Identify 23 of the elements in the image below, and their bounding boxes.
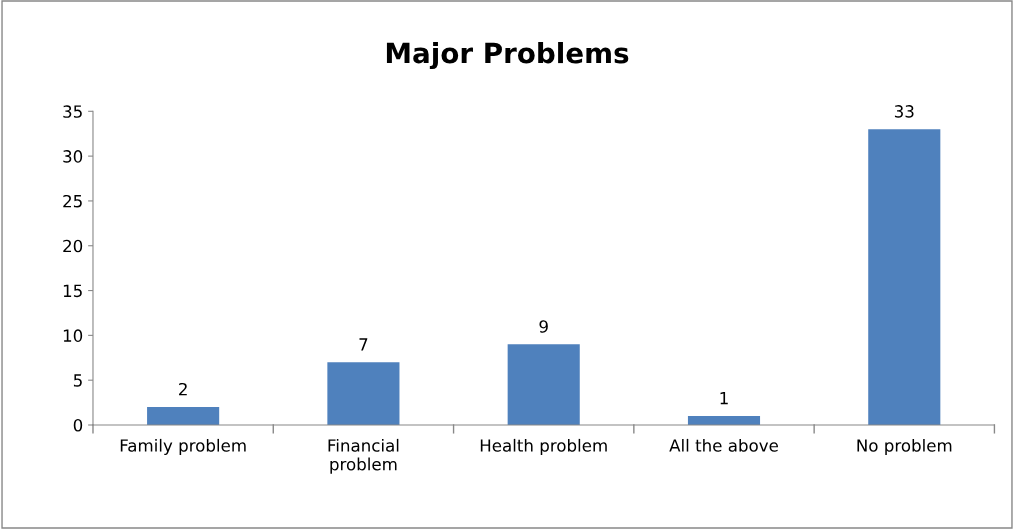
bar: [327, 362, 400, 425]
y-tick-label: 35: [63, 105, 82, 118]
bar: [507, 344, 580, 425]
x-tick-label: All the above: [669, 438, 778, 452]
y-tick-label: 5: [73, 374, 82, 387]
data-label: 7: [359, 338, 368, 351]
bar: [868, 129, 941, 425]
y-tick-label: 0: [73, 418, 83, 432]
y-tick-label: 25: [63, 194, 82, 208]
x-tick-label: Financial problem: [328, 438, 399, 474]
x-tick-label: Family problem: [120, 438, 246, 456]
y-tick-label: 30: [63, 150, 83, 163]
bar: [147, 407, 220, 425]
x-tick-label: Health problem: [480, 438, 607, 456]
x-tick-label: No problem: [857, 438, 952, 456]
data-label: 33: [894, 105, 914, 118]
data-label: 1: [720, 392, 728, 405]
data-label: 9: [539, 320, 548, 333]
y-tick-label: 20: [63, 239, 83, 253]
data-label: 2: [179, 382, 187, 396]
chart-title: Major Problems: [386, 41, 629, 70]
y-tick-label: 15: [63, 284, 82, 298]
y-tick-label: 10: [63, 329, 83, 342]
